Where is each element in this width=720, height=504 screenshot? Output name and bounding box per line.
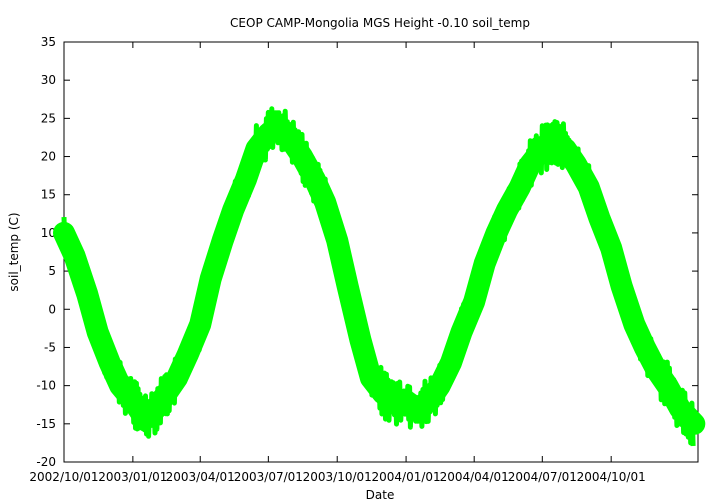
data-point [83, 290, 92, 298]
y-tick-label: -20 [36, 455, 56, 469]
data-point [640, 343, 649, 352]
data-point [173, 374, 181, 382]
data-point [447, 358, 455, 367]
data-point [548, 137, 557, 146]
data-point [343, 282, 352, 291]
data-point [389, 396, 398, 405]
data-point [196, 320, 205, 329]
data-point [241, 175, 250, 184]
data-point [105, 358, 114, 367]
data-point [526, 160, 535, 169]
data-point [435, 381, 444, 390]
data-point [206, 274, 215, 283]
data-point [630, 320, 639, 329]
data-point [310, 175, 319, 184]
data-point [425, 396, 434, 405]
data-point [538, 144, 547, 153]
x-tick-label: 2003/01/01 [98, 470, 167, 484]
data-point [60, 228, 68, 237]
data-point [584, 183, 593, 192]
x-tick-label: 2004/07/01 [508, 470, 577, 484]
data-point [595, 213, 604, 222]
data-point [264, 129, 273, 138]
y-tick-label: 5 [48, 264, 56, 278]
data-point [652, 366, 661, 375]
data-point [572, 160, 580, 169]
data-point [298, 152, 306, 161]
x-tick-label: 2003/07/01 [234, 470, 303, 484]
data-point [690, 419, 699, 428]
y-tick-label: 15 [41, 188, 56, 202]
data-point [607, 244, 616, 253]
y-tick-label: -5 [44, 340, 56, 354]
data-point [162, 389, 171, 398]
y-axis: -20 -15 -10 -5 0 5 10 15 20 25 30 35 [36, 35, 698, 469]
data-point [480, 259, 489, 268]
data-point [152, 404, 161, 413]
data-point [128, 396, 137, 405]
data-point [503, 206, 512, 214]
y-tick-label: 35 [41, 35, 56, 49]
series-layer [53, 106, 706, 447]
y-tick-label: -15 [36, 417, 56, 431]
series-line-detail [61, 106, 696, 447]
data-point [274, 122, 283, 130]
data-point [378, 389, 387, 398]
x-axis: 2002/10/01 2003/01/012003/04/012003/07/01… [29, 42, 646, 484]
y-tick-label: -10 [36, 379, 56, 393]
data-point [470, 297, 479, 306]
data-point [412, 404, 421, 413]
data-point [457, 328, 466, 337]
y-tick-label: 30 [41, 73, 56, 87]
data-point [492, 228, 501, 237]
data-point [617, 282, 626, 291]
data-point [515, 183, 524, 192]
x-tick-label: 2004/01/01 [371, 470, 440, 484]
data-point [70, 251, 79, 260]
data-point [183, 351, 192, 360]
data-point [252, 144, 261, 153]
data-point [229, 206, 238, 214]
x-tick-label: 2004/10/01 [577, 470, 646, 484]
data-point [218, 236, 227, 245]
data-point [287, 137, 296, 146]
data-point [402, 396, 411, 405]
data-point [561, 144, 570, 153]
y-tick-label: 25 [41, 111, 56, 125]
data-point [676, 404, 684, 413]
data-point [139, 412, 148, 421]
y-tick-label: 0 [48, 302, 56, 316]
data-point [663, 381, 672, 390]
y-axis-label: soil_temp (C) [7, 212, 21, 291]
x-axis-label: Date [366, 488, 395, 502]
data-point [366, 374, 375, 382]
x-tick-label: 2002/10/01 [29, 470, 98, 484]
y-tick-label: 20 [41, 150, 56, 164]
data-point [356, 335, 365, 344]
data-point [333, 236, 342, 245]
x-tick-label: 2003/04/01 [166, 470, 235, 484]
y-tick-label: 10 [41, 226, 56, 240]
data-point [116, 381, 125, 390]
data-point [93, 328, 102, 337]
chart-title: CEOP CAMP-Mongolia MGS Height -0.10 soil… [230, 16, 530, 30]
x-tick-label: 2003/10/01 [303, 470, 372, 484]
x-tick-label: 2004/04/01 [440, 470, 509, 484]
data-point [321, 198, 330, 207]
